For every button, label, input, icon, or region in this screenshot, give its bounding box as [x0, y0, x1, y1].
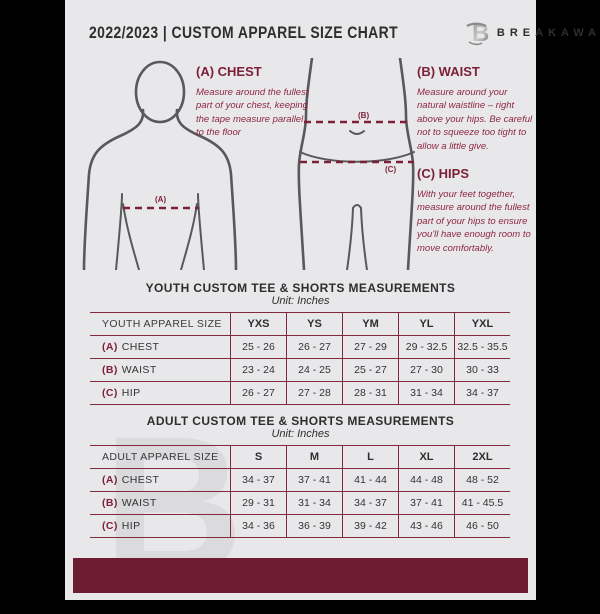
- measurement-cell: 26 - 27: [286, 336, 342, 358]
- measurement-cell: 39 - 42: [342, 515, 398, 537]
- header: 2022/2023 | CUSTOM APPAREL SIZE CHART B …: [65, 16, 600, 50]
- size-col-header: YL: [398, 313, 454, 335]
- row-letter: (C): [102, 520, 118, 532]
- measurement-cell: 48 - 52: [454, 469, 510, 491]
- measurement-cell: 27 - 29: [342, 336, 398, 358]
- row-letter: (B): [102, 364, 118, 376]
- measurement-cell: 27 - 30: [398, 359, 454, 381]
- table-row: (C) HIP 26 - 27 27 - 28 28 - 31 31 - 34 3…: [90, 382, 510, 405]
- measurement-cell: 29 - 32.5: [398, 336, 454, 358]
- measurement-cell: 31 - 34: [286, 492, 342, 514]
- logo-swash: [466, 22, 487, 28]
- size-col-header: L: [342, 446, 398, 468]
- measurement-diagrams: (A) (B) (C) (A) CHEST Measure around the…: [65, 58, 536, 272]
- page-title: 2022/2023 | CUSTOM APPAREL SIZE CHART: [89, 23, 399, 42]
- measurement-cell: 32.5 - 35.5: [454, 336, 510, 358]
- measurement-cell: 34 - 37: [454, 382, 510, 404]
- table-row: (A) CHEST 34 - 37 37 - 41 41 - 44 44 - 48…: [90, 469, 510, 492]
- torso-figure: [82, 60, 238, 270]
- waist-guide-description: Measure around your natural waistline – …: [417, 87, 533, 152]
- table-row: (B) WAIST 23 - 24 24 - 25 25 - 27 27 - 30…: [90, 359, 510, 382]
- adult-size-label-header: ADULT APPAREL SIZE: [102, 451, 219, 463]
- youth-header-row: YOUTH APPAREL SIZE YXS YS YM YL YXL: [90, 312, 510, 336]
- youth-table-unit: Unit: Inches: [271, 295, 330, 307]
- measurement-cell: 30 - 33: [454, 359, 510, 381]
- hips-guide-heading: (C) HIPS: [417, 166, 469, 181]
- measurement-cell: 31 - 34: [398, 382, 454, 404]
- table-row: (A) CHEST 25 - 26 26 - 27 27 - 29 29 - 32…: [90, 336, 510, 359]
- size-col-header: 2XL: [454, 446, 510, 468]
- table-row: (C) HIP 34 - 36 36 - 39 39 - 42 43 - 46 4…: [90, 515, 510, 538]
- brand-logo: B BREAKAWAY: [466, 19, 600, 47]
- youth-size-table: YOUTH APPAREL SIZE YXS YS YM YL YXL (A) C…: [90, 312, 510, 405]
- row-label: WAIST: [121, 364, 157, 376]
- youth-size-label-header: YOUTH APPAREL SIZE: [102, 318, 222, 330]
- measurement-cell: 37 - 41: [286, 469, 342, 491]
- row-label: CHEST: [121, 341, 160, 353]
- measurement-cell: 41 - 44: [342, 469, 398, 491]
- row-label: HIP: [121, 387, 141, 399]
- chest-line-label: (A): [155, 195, 167, 204]
- size-col-header: XL: [398, 446, 454, 468]
- adult-table-unit: Unit: Inches: [271, 428, 330, 440]
- adult-size-table: ADULT APPAREL SIZE S M L XL 2XL (A) CHEST…: [90, 445, 510, 538]
- measurement-cell: 37 - 41: [398, 492, 454, 514]
- table-row: (B) WAIST 29 - 31 31 - 34 34 - 37 37 - 41…: [90, 492, 510, 515]
- size-col-header: YM: [342, 313, 398, 335]
- chest-guide-heading: (A) CHEST: [196, 64, 262, 79]
- chest-guide: (A) CHEST Measure around the fullest par…: [196, 64, 310, 140]
- measurement-cell: 43 - 46: [398, 515, 454, 537]
- row-label: HIP: [121, 520, 141, 532]
- chest-guide-description: Measure around the fullest part of your …: [196, 87, 309, 139]
- size-col-header: S: [230, 446, 286, 468]
- measurement-cell: 28 - 31: [342, 382, 398, 404]
- measurement-cell: 26 - 27: [230, 382, 286, 404]
- hips-guide: (C) HIPS With your feet together, measur…: [417, 166, 536, 255]
- hips-guide-description: With your feet together, measure around …: [417, 189, 531, 254]
- size-col-header: M: [286, 446, 342, 468]
- measurement-cell: 34 - 37: [230, 469, 286, 491]
- row-letter: (B): [102, 497, 118, 509]
- measurement-cell: 34 - 36: [230, 515, 286, 537]
- row-header: (C) HIP: [90, 515, 230, 537]
- hips-line-label: (C): [385, 165, 397, 174]
- measurement-cell: 25 - 26: [230, 336, 286, 358]
- footer-accent-bar: [73, 558, 528, 593]
- youth-table-title: YOUTH CUSTOM TEE & SHORTS MEASUREMENTS: [145, 281, 456, 295]
- row-letter: (C): [102, 387, 118, 399]
- measurement-cell: 25 - 27: [342, 359, 398, 381]
- adult-header-row: ADULT APPAREL SIZE S M L XL 2XL: [90, 445, 510, 469]
- logo-b-glyph: B: [472, 20, 489, 47]
- measurement-cell: 46 - 50: [454, 515, 510, 537]
- row-label: WAIST: [121, 497, 157, 509]
- measurement-cell: 34 - 37: [342, 492, 398, 514]
- brand-name: BREAKAWAY: [496, 27, 600, 39]
- breakaway-logo-icon: B: [466, 20, 489, 47]
- logo-swash-bottom: [468, 41, 483, 46]
- lower-body-figure: [297, 58, 415, 270]
- adult-table-title: ADULT CUSTOM TEE & SHORTS MEASUREMENTS: [146, 414, 455, 428]
- row-header: (B) WAIST: [90, 359, 230, 381]
- size-col-header: YXL: [454, 313, 510, 335]
- waist-guide: (B) WAIST Measure around your natural wa…: [417, 64, 533, 153]
- waist-line-label: (B): [358, 111, 370, 120]
- measurement-cell: 29 - 31: [230, 492, 286, 514]
- measurement-cell: 24 - 25: [286, 359, 342, 381]
- waist-guide-heading: (B) WAIST: [417, 64, 480, 79]
- measurement-cell: 44 - 48: [398, 469, 454, 491]
- size-col-header: YS: [286, 313, 342, 335]
- row-letter: (A): [102, 341, 118, 353]
- row-letter: (A): [102, 474, 118, 486]
- measurement-cell: 23 - 24: [230, 359, 286, 381]
- row-header: (A) CHEST: [90, 336, 230, 358]
- row-header: (A) CHEST: [90, 469, 230, 491]
- measurement-cell: 27 - 28: [286, 382, 342, 404]
- row-header: (C) HIP: [90, 382, 230, 404]
- row-label: CHEST: [121, 474, 160, 486]
- measurement-cell: 36 - 39: [286, 515, 342, 537]
- size-chart-page: 2022/2023 | CUSTOM APPAREL SIZE CHART B …: [65, 0, 600, 603]
- row-header: (B) WAIST: [90, 492, 230, 514]
- measurement-cell: 41 - 45.5: [454, 492, 510, 514]
- size-col-header: YXS: [230, 313, 286, 335]
